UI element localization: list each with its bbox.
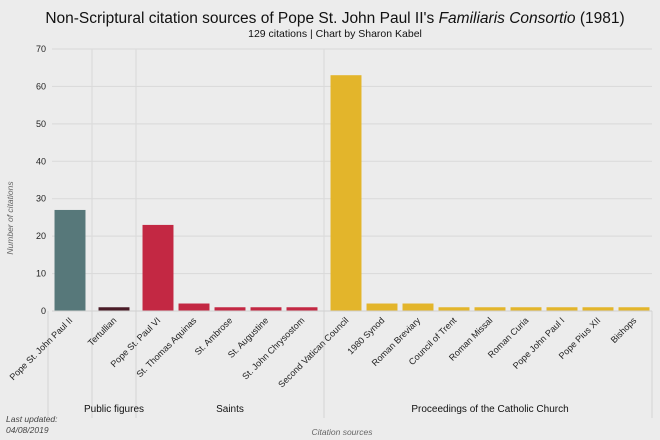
y-axis-title: Number of citations — [5, 181, 15, 255]
chart-subtitle: 129 citations | Chart by Sharon Kabel — [248, 28, 422, 40]
bar — [366, 303, 398, 311]
y-tick-label: 20 — [36, 231, 46, 241]
bar — [98, 307, 130, 311]
bar — [510, 307, 542, 311]
chart-title: Non-Scriptural citation sources of Pope … — [45, 10, 624, 27]
bar — [402, 303, 434, 311]
last-updated-label: Last updated: — [6, 414, 58, 424]
y-tick-label: 40 — [36, 156, 46, 166]
bar — [330, 75, 362, 311]
bar — [54, 209, 86, 311]
y-tick-label: 10 — [36, 269, 46, 279]
y-tick-label: 0 — [41, 306, 46, 316]
y-tick-label: 60 — [36, 81, 46, 91]
y-tick-label: 70 — [36, 44, 46, 54]
bar — [474, 307, 506, 311]
group-label: Proceedings of the Catholic Church — [411, 404, 568, 415]
bar — [178, 303, 210, 311]
group-panels — [47, 49, 653, 418]
bar — [546, 307, 578, 311]
bar — [214, 307, 246, 311]
x-tick-label: St. Thomas Aquinas — [134, 315, 198, 379]
bar — [438, 307, 470, 311]
y-axis: 0 10 20 30 40 50 60 70 — [36, 44, 46, 316]
bars — [54, 75, 650, 311]
bar — [618, 307, 650, 311]
y-tick-label: 50 — [36, 119, 46, 129]
x-tick-label: Bishops — [609, 315, 639, 345]
bar — [142, 224, 174, 311]
x-axis-title: Citation sources — [312, 427, 374, 437]
bar — [582, 307, 614, 311]
last-updated-date: 04/08/2019 — [6, 425, 49, 435]
group-label: Saints — [216, 404, 244, 415]
x-axis: Pope St. John Paul II Public figures Tertu… — [8, 310, 652, 415]
x-tick-label: Tertullian — [86, 315, 119, 348]
x-tick-label: Pope St. John Paul II — [8, 315, 75, 382]
bar — [250, 307, 282, 311]
group-label: Public figures — [84, 404, 144, 415]
y-tick-label: 30 — [36, 194, 46, 204]
bar — [286, 307, 318, 311]
